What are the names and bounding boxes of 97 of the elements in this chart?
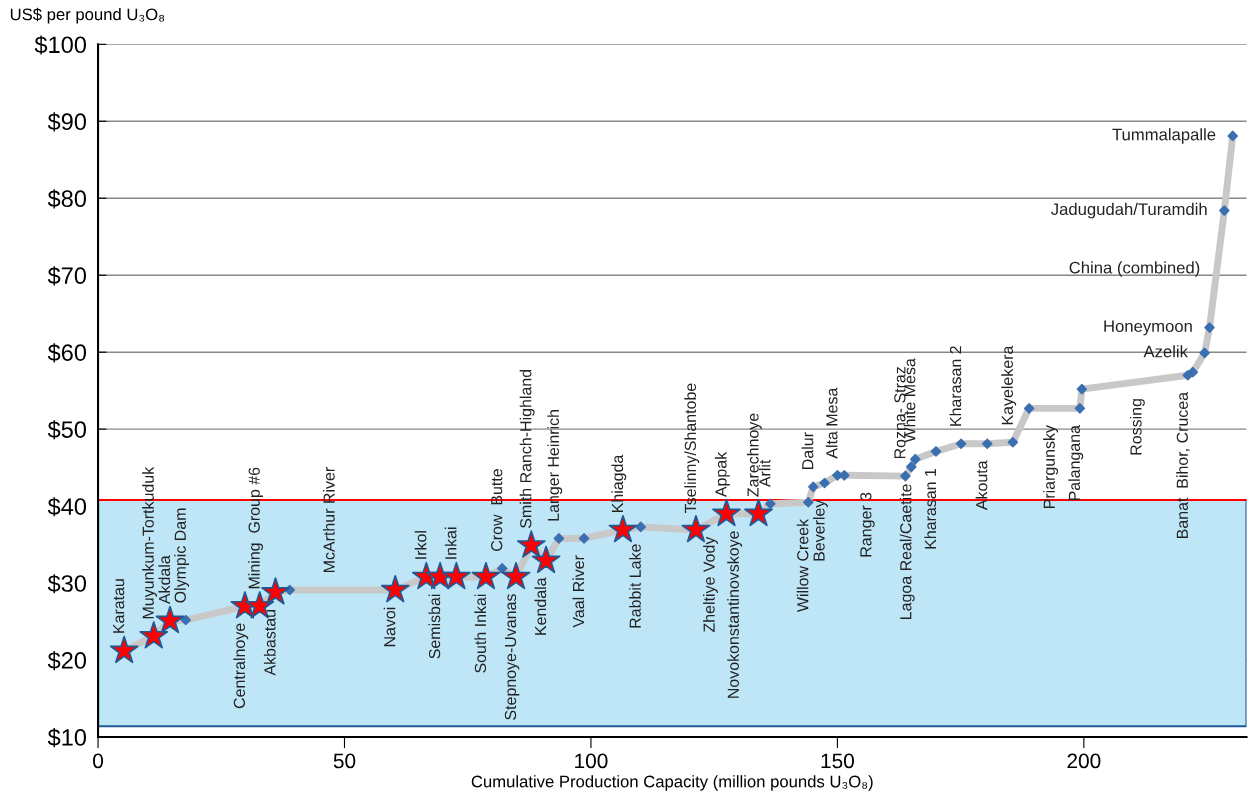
annotation: Akdala [158, 555, 171, 605]
y-tick-label: $40 [47, 497, 87, 517]
annotation: Beverley [812, 499, 828, 561]
annotation: Azelik [1143, 345, 1188, 358]
annotation: Crow Butte [491, 469, 503, 551]
point [531, 545, 561, 574]
annotation: Rossing [1129, 399, 1145, 455]
point [109, 635, 139, 664]
point [635, 521, 647, 533]
annotation: Rabbit Lake [629, 544, 641, 628]
point [380, 574, 410, 603]
annotation: Jadugudah/Turamdih [1051, 202, 1207, 219]
annotation: Kharasan 2 [949, 346, 962, 426]
annotation: Akbastau [263, 610, 276, 676]
point [471, 561, 501, 590]
annotation: Novokonstantinovskoye [727, 531, 743, 698]
x-tick-label: 0 [93, 753, 104, 769]
annotation: Semisbai [428, 594, 441, 659]
y-tick-label: $90 [47, 112, 87, 132]
point [765, 498, 776, 510]
annotation: Tselinny/Shantobe [684, 383, 700, 513]
y-tick-label: $70 [47, 266, 87, 286]
point [608, 514, 638, 543]
annotation: Tummalapalle [1112, 128, 1216, 144]
y-tick-label: $100 [34, 35, 87, 55]
annotation: Dalur [801, 432, 814, 469]
annotation: Irkol [414, 531, 427, 559]
point [1204, 322, 1215, 333]
point [955, 438, 967, 450]
point [1187, 366, 1199, 378]
annotation: McArthur River [323, 467, 335, 573]
point [261, 577, 290, 605]
point [496, 563, 508, 574]
x-tick-label: 100 [575, 753, 608, 769]
annotation: Lagoa Real/Caetite [899, 484, 915, 619]
point [139, 621, 169, 649]
annotation: Kharasan 1 [924, 468, 937, 549]
x-tick-label: 50 [333, 753, 356, 769]
annotation: Kendala [534, 577, 547, 635]
annotation: Mining Group #6 [248, 467, 263, 589]
point [1199, 347, 1210, 359]
y-tick-label: $20 [47, 651, 87, 671]
annotation: Stepnoye-Uvanas [504, 594, 520, 720]
x-tick-label: 150 [821, 753, 854, 769]
annotation: Karatau [113, 579, 125, 633]
annotation: Priargunsky [1043, 425, 1059, 509]
point [909, 453, 921, 465]
x-axis-title: Cumulative Production Capacity (million pounds U₃O₈) [471, 775, 873, 791]
annotation: Honeymoon [1104, 320, 1192, 336]
point [712, 498, 741, 527]
point [442, 561, 471, 590]
point [1023, 403, 1035, 414]
annotation: Smith Ranch-Highland [519, 369, 535, 528]
y-tick-label: $80 [47, 189, 87, 209]
y-tick-label: $50 [47, 420, 87, 440]
y-tick-label: $30 [47, 574, 87, 594]
annotation: Zheltiye Vody [703, 536, 718, 633]
y-tick-label: $10 [47, 728, 87, 748]
annotation: Langer Heinrich [547, 410, 563, 521]
annotation: Kayelekera [1001, 345, 1017, 425]
point [803, 496, 814, 508]
annotation: Palangana [1068, 425, 1084, 501]
point [981, 438, 993, 450]
annotation: Khiagda [611, 454, 627, 512]
annotation: Inkai [444, 527, 457, 559]
annotation: Navoi [383, 607, 396, 647]
annotation: Olympic Dam [174, 508, 190, 603]
point [578, 533, 590, 544]
point [180, 614, 192, 626]
annotation: Akouta [975, 460, 988, 511]
point [1076, 383, 1088, 395]
point [807, 481, 819, 493]
annotation: Alta Mesa [825, 387, 838, 459]
y-tick-label: $60 [47, 343, 87, 363]
point [1007, 436, 1019, 448]
point [900, 470, 911, 482]
point [744, 498, 773, 527]
point [1074, 403, 1086, 414]
point [516, 530, 546, 558]
point [501, 561, 531, 590]
point [553, 533, 565, 544]
y-axis-title: US$ per pound U₃O₈ [10, 7, 165, 24]
annotation: Banat Bihor, Crucea [1176, 391, 1190, 539]
annotation: Ranger 3 [860, 492, 875, 557]
annotation: South Inkai [474, 594, 487, 673]
point [819, 477, 830, 489]
point [930, 446, 942, 457]
annotation: Centralnoye [233, 623, 249, 709]
point [1219, 205, 1230, 216]
annotation: Vaal River [572, 555, 585, 628]
x-tick-label: 200 [1067, 753, 1101, 769]
annotation: Muyunkum-Tortkuduk [142, 466, 158, 619]
annotation: Appak [714, 451, 730, 498]
point [906, 461, 917, 473]
annotation: China (combined) [1069, 261, 1200, 277]
point [1227, 130, 1239, 142]
annotation: Willow Creek [796, 518, 809, 613]
